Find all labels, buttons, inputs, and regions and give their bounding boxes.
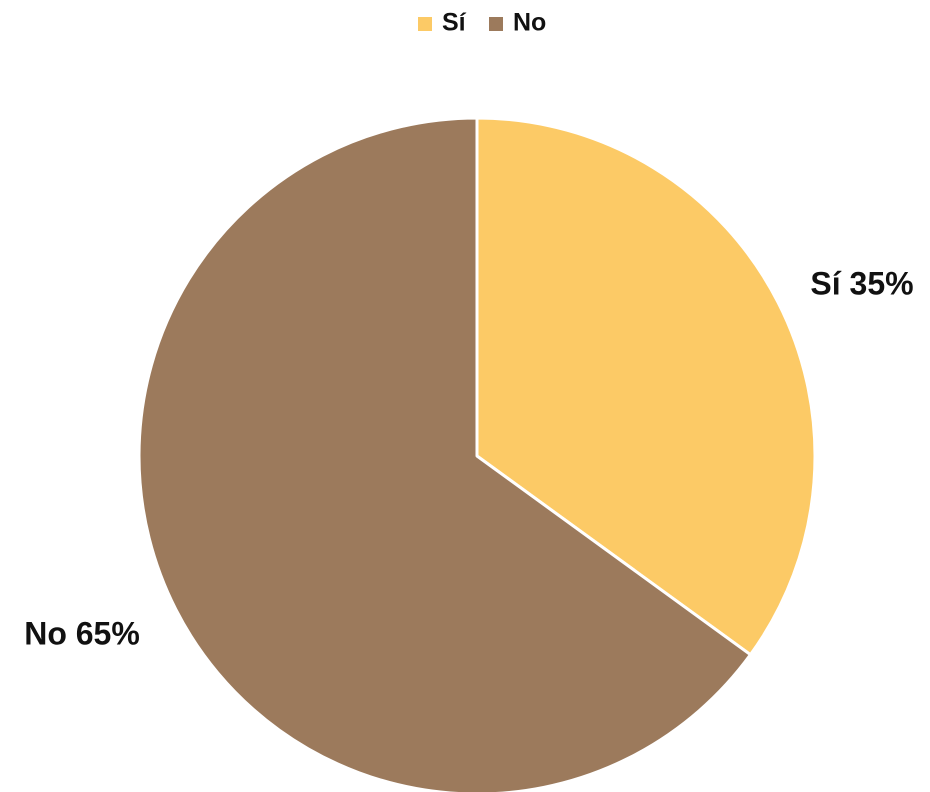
- data-label-no: No 65%: [24, 615, 140, 651]
- pie-slice-no: [137, 116, 752, 792]
- legend-label-no: No: [513, 9, 546, 37]
- legend-swatch-no: [489, 17, 503, 31]
- legend-label-si: Sí: [442, 9, 467, 37]
- legend-swatch-si: [418, 17, 432, 31]
- pie-data-labels: Sí 35% No 65%: [24, 265, 913, 651]
- pie-slice-si: [475, 116, 817, 657]
- chart-legend: Sí No: [418, 9, 546, 37]
- data-label-si: Sí 35%: [810, 265, 913, 301]
- pie-slices: [137, 116, 817, 792]
